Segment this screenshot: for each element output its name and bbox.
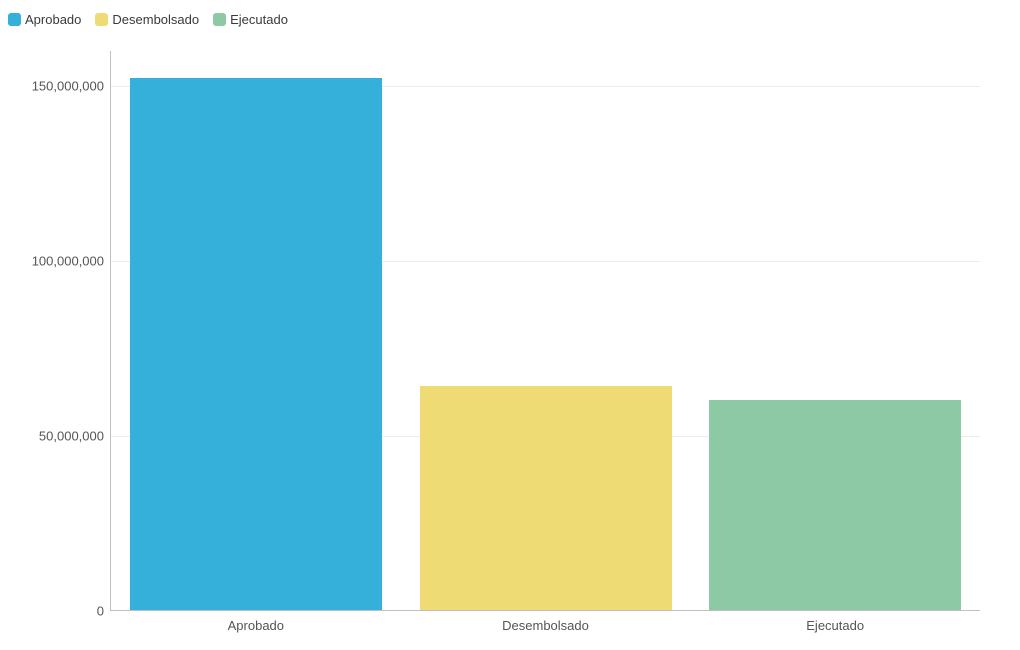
legend-label: Ejecutado <box>230 12 288 27</box>
legend-label: Desembolsado <box>112 12 199 27</box>
legend-swatch-desembolsado <box>95 13 108 26</box>
bar-desembolsado <box>420 386 672 610</box>
bar-slot-ejecutado: Ejecutado <box>690 51 980 610</box>
bar-slot-desembolsado: Desembolsado <box>401 51 691 610</box>
x-tick-label: Aprobado <box>111 618 401 633</box>
x-tick-label: Desembolsado <box>401 618 691 633</box>
legend-item-ejecutado: Ejecutado <box>213 12 288 27</box>
bar-chart: 0 50,000,000 100,000,000 150,000,000 Apr… <box>0 31 1020 641</box>
legend-item-aprobado: Aprobado <box>8 12 81 27</box>
legend-item-desembolsado: Desembolsado <box>95 12 199 27</box>
legend-swatch-ejecutado <box>213 13 226 26</box>
bar-slot-aprobado: Aprobado <box>111 51 401 610</box>
plot-area: Aprobado Desembolsado Ejecutado <box>110 51 980 611</box>
legend-swatch-aprobado <box>8 13 21 26</box>
y-tick-label: 50,000,000 <box>39 429 104 444</box>
legend-label: Aprobado <box>25 12 81 27</box>
bar-aprobado <box>130 78 382 610</box>
bars-container: Aprobado Desembolsado Ejecutado <box>111 51 980 610</box>
legend: Aprobado Desembolsado Ejecutado <box>0 0 1020 31</box>
y-tick-label: 0 <box>97 604 104 619</box>
x-tick-label: Ejecutado <box>690 618 980 633</box>
y-tick-label: 100,000,000 <box>32 254 104 269</box>
bar-ejecutado <box>709 400 961 610</box>
y-tick-label: 150,000,000 <box>32 79 104 94</box>
